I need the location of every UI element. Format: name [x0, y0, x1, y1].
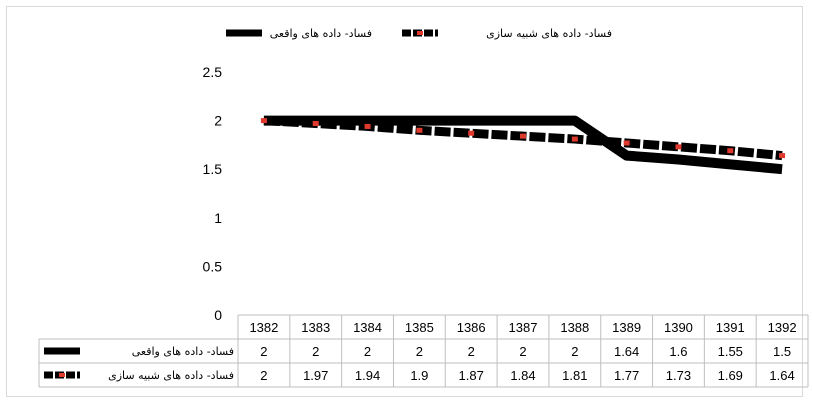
- legend-key-marker: [417, 31, 423, 35]
- category-label: 1390: [664, 320, 693, 335]
- data-point-marker: [623, 140, 630, 146]
- category-label: 1386: [457, 320, 486, 335]
- table-cell: 2: [260, 344, 267, 359]
- table-cell: 1.5: [773, 344, 791, 359]
- y-tick-label: 0.5: [203, 258, 223, 274]
- table-cell: 1.9: [410, 368, 428, 383]
- table-cell: 2: [468, 344, 475, 359]
- data-point-marker: [416, 127, 423, 133]
- legend-label: فساد- داده های واقعی: [270, 27, 372, 40]
- category-label: 1385: [405, 320, 434, 335]
- y-tick-label: 1: [214, 210, 222, 226]
- table-cell: 1.69: [718, 368, 743, 383]
- table-cell: 2: [416, 344, 423, 359]
- table-cell: 2: [260, 368, 267, 383]
- table-cell: 1.6: [669, 344, 687, 359]
- data-point-marker: [779, 153, 786, 159]
- category-label: 1391: [716, 320, 745, 335]
- data-point-marker: [260, 118, 267, 124]
- table-row-label: فساد- داده های واقعی: [132, 345, 234, 358]
- data-point-marker: [571, 136, 578, 142]
- table-cell: 2: [312, 344, 319, 359]
- table-cell: 2: [364, 344, 371, 359]
- category-label: 1383: [301, 320, 330, 335]
- category-label: 1387: [509, 320, 538, 335]
- table-series-key-marker: [59, 373, 65, 377]
- table-cell: 2: [519, 344, 526, 359]
- category-label: 1392: [768, 320, 797, 335]
- data-point-marker: [364, 123, 371, 129]
- table-cell: 1.81: [562, 368, 587, 383]
- series-line-real: [263, 115, 783, 175]
- y-tick-label: 2.5: [203, 64, 223, 80]
- category-label: 1388: [560, 320, 589, 335]
- y-tick-label: 1.5: [203, 161, 223, 177]
- table-cell: 2: [571, 344, 578, 359]
- category-label: 1389: [612, 320, 641, 335]
- data-point-marker: [727, 148, 734, 154]
- table-cell: 1.64: [769, 368, 794, 383]
- data-point-marker: [520, 133, 526, 139]
- table-cell: 1.87: [459, 368, 484, 383]
- table-cell: 1.77: [614, 368, 639, 383]
- data-point-marker: [675, 144, 682, 150]
- category-label: 1382: [249, 320, 278, 335]
- table-cell: 1.97: [303, 368, 328, 383]
- data-point-marker: [468, 130, 475, 136]
- legend-label: فساد- داده های شبیه سازی: [486, 27, 612, 40]
- table-cell: 1.84: [510, 368, 535, 383]
- table-cell: 1.73: [666, 368, 691, 383]
- chart-frame: [6, 6, 803, 397]
- y-tick-label: 0: [214, 307, 222, 323]
- y-tick-label: 2: [214, 113, 222, 129]
- category-label: 1384: [353, 320, 382, 335]
- table-cell: 1.64: [614, 344, 639, 359]
- table-row-label: فساد- داده های شبیه سازی: [108, 369, 234, 382]
- table-cell: 1.94: [355, 368, 380, 383]
- data-point-marker: [312, 121, 319, 127]
- table-cell: 1.55: [718, 344, 743, 359]
